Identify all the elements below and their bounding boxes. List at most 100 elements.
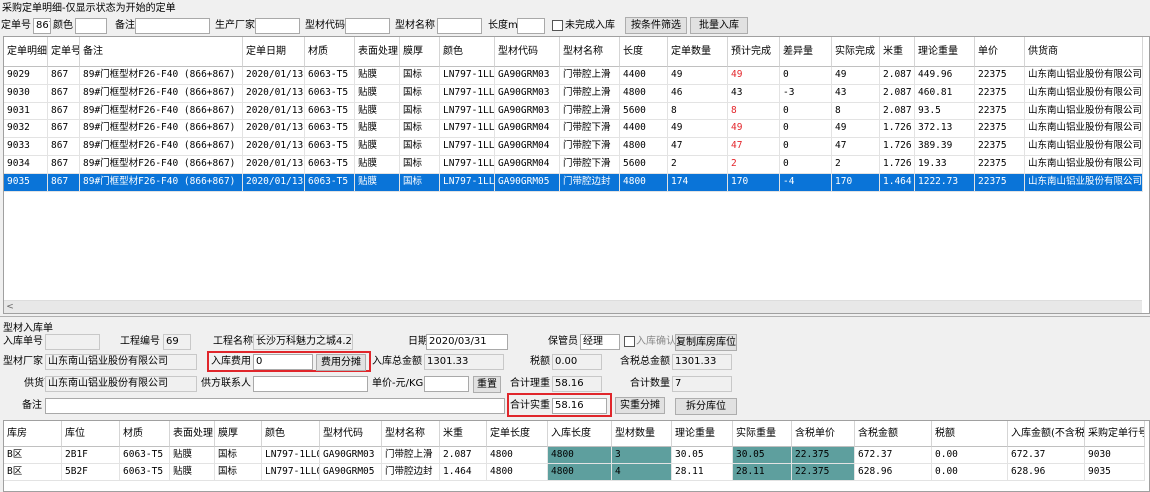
text-field[interactable] xyxy=(517,18,545,34)
text-field[interactable] xyxy=(437,18,482,34)
text-field[interactable] xyxy=(345,18,390,34)
column-header[interactable]: 差异量 xyxy=(780,37,832,67)
table-cell[interactable]: 49 xyxy=(668,67,728,85)
text-field[interactable]: 69 xyxy=(163,334,191,350)
text-field[interactable]: 0 xyxy=(253,354,313,370)
table-cell[interactable]: 867 xyxy=(48,138,80,156)
column-header[interactable]: 型材名称 xyxy=(382,421,440,447)
table-cell[interactable]: 1222.73 xyxy=(915,173,975,192)
table-cell[interactable]: 2020/01/13 xyxy=(243,84,305,103)
table-cell[interactable]: 门带腔上滑 xyxy=(560,67,620,85)
text-field[interactable] xyxy=(75,18,107,34)
table-cell[interactable]: 2020/01/13 xyxy=(243,138,305,156)
table-cell[interactable]: 0 xyxy=(780,67,832,85)
table-cell[interactable]: 1.726 xyxy=(880,156,915,174)
table-cell[interactable]: 2B1F xyxy=(62,447,120,464)
text-field[interactable] xyxy=(424,376,469,392)
column-header[interactable]: 定单号 xyxy=(48,37,80,67)
table-cell[interactable]: 国标 xyxy=(215,447,262,464)
table-cell[interactable]: 1.464 xyxy=(440,464,487,481)
table-cell[interactable]: LN797-1LL0 xyxy=(440,156,495,174)
table-cell[interactable]: 贴膜 xyxy=(355,173,400,192)
table-cell[interactable]: 49 xyxy=(832,67,880,85)
table-cell[interactable]: 867 xyxy=(48,102,80,121)
table-cell[interactable]: 国标 xyxy=(400,102,440,121)
column-header[interactable]: 定单长度 xyxy=(487,421,548,447)
table-cell[interactable]: GA90GRM04 xyxy=(495,156,560,174)
table-cell[interactable]: 672.37 xyxy=(1008,447,1085,464)
table-cell[interactable]: 2 xyxy=(728,156,780,174)
table-cell[interactable]: 门带腔上滑 xyxy=(382,447,440,464)
column-header[interactable]: 备注 xyxy=(80,37,243,67)
table-cell[interactable]: 2.087 xyxy=(880,102,915,121)
table-cell[interactable]: 山东南山铝业股份有限公司 xyxy=(1025,156,1143,174)
table-cell[interactable]: 2.087 xyxy=(880,84,915,103)
column-header[interactable]: 型材名称 xyxy=(560,37,620,67)
table-cell[interactable]: 4800 xyxy=(620,173,668,192)
table-cell[interactable]: 47 xyxy=(832,138,880,156)
table-cell[interactable]: GA90GRM03 xyxy=(495,102,560,121)
table-cell[interactable]: 628.96 xyxy=(855,464,932,481)
table-cell[interactable]: 22375 xyxy=(975,67,1025,85)
table-cell[interactable]: 5600 xyxy=(620,102,668,121)
text-field[interactable] xyxy=(135,18,210,34)
table-cell[interactable]: 1.464 xyxy=(880,173,915,192)
table-cell[interactable]: 9030 xyxy=(1085,447,1145,464)
table-cell[interactable]: 6063-T5 xyxy=(305,120,355,139)
table-cell[interactable]: 6063-T5 xyxy=(305,102,355,121)
table-cell[interactable]: 2020/01/13 xyxy=(243,156,305,174)
text-field[interactable]: 经理 xyxy=(580,334,620,350)
table-cell[interactable]: 3 xyxy=(612,447,672,464)
table-cell[interactable]: GA90GRM05 xyxy=(495,173,560,192)
table-cell[interactable]: 1.726 xyxy=(880,138,915,156)
column-header[interactable]: 预计完成 xyxy=(728,37,780,67)
table-cell[interactable]: 贴膜 xyxy=(355,120,400,139)
column-header[interactable]: 理论重量 xyxy=(672,421,733,447)
column-header[interactable]: 长度 xyxy=(620,37,668,67)
table-cell[interactable]: 49 xyxy=(728,120,780,139)
table-cell[interactable]: -4 xyxy=(780,173,832,192)
text-field[interactable] xyxy=(255,18,300,34)
scroll-arrow[interactable]: < xyxy=(6,302,14,312)
table-cell[interactable]: 43 xyxy=(832,84,880,103)
table-cell[interactable]: 46 xyxy=(668,84,728,103)
table-cell[interactable]: LN797-1LL0 xyxy=(262,464,320,481)
table-cell[interactable]: 49 xyxy=(668,120,728,139)
table-cell[interactable]: 22.375 xyxy=(792,447,855,464)
table-cell[interactable]: 2020/01/13 xyxy=(243,102,305,121)
column-header[interactable]: 入库长度 xyxy=(548,421,612,447)
text-field[interactable]: 2020/03/31 xyxy=(426,334,508,350)
button[interactable]: 批量入库 xyxy=(690,17,748,34)
table-cell[interactable]: 89#门框型材F26-F40 (866+867) xyxy=(80,120,243,139)
table-cell[interactable]: 门带腔下滑 xyxy=(560,138,620,156)
table-cell[interactable]: 22375 xyxy=(975,120,1025,139)
text-field[interactable] xyxy=(45,334,100,350)
table-cell[interactable]: 山东南山铝业股份有限公司 xyxy=(1025,120,1143,139)
button[interactable]: 拆分库位 xyxy=(675,398,737,415)
text-field[interactable]: 1301.33 xyxy=(672,354,732,370)
table-cell[interactable]: 2020/01/13 xyxy=(243,67,305,85)
text-field[interactable]: 1301.33 xyxy=(424,354,504,370)
column-header[interactable]: 型材代码 xyxy=(320,421,382,447)
table-cell[interactable]: 2 xyxy=(832,156,880,174)
button[interactable]: 重置 xyxy=(473,376,501,393)
table-cell[interactable]: 6063-T5 xyxy=(305,67,355,85)
table-cell[interactable]: 国标 xyxy=(400,156,440,174)
table-cell[interactable]: 0 xyxy=(780,102,832,121)
table-cell[interactable]: 4400 xyxy=(620,67,668,85)
column-header[interactable]: 实际重量 xyxy=(733,421,792,447)
column-header[interactable]: 定单日期 xyxy=(243,37,305,67)
column-header[interactable]: 定单明细号 xyxy=(4,37,48,67)
table-cell[interactable]: 4800 xyxy=(620,84,668,103)
table-cell[interactable]: 89#门框型材F26-F40 (866+867) xyxy=(80,102,243,121)
table-cell[interactable]: 28.11 xyxy=(672,464,733,481)
column-header[interactable]: 材质 xyxy=(120,421,170,447)
table-cell[interactable]: 2020/01/13 xyxy=(243,120,305,139)
table-cell[interactable]: 22375 xyxy=(975,84,1025,103)
table-cell[interactable]: 0 xyxy=(780,120,832,139)
table-cell[interactable]: 867 xyxy=(48,173,80,192)
table-cell[interactable]: LN797-1LL0 xyxy=(440,84,495,103)
text-field[interactable]: 7 xyxy=(672,376,732,392)
table-cell[interactable]: 山东南山铝业股份有限公司 xyxy=(1025,173,1143,192)
table-cell[interactable]: 5B2F xyxy=(62,464,120,481)
